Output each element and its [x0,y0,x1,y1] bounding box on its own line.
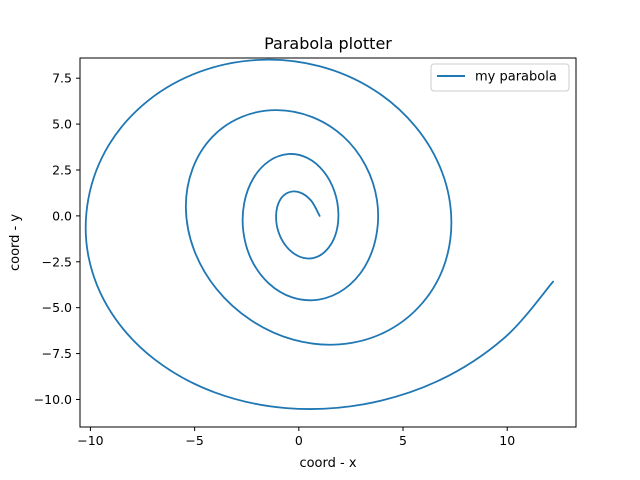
y-axis-label: coord - y [8,214,23,271]
y-tick-label: −5.0 [42,300,72,315]
x-tick-label: 5 [399,433,407,448]
x-tick-label: −10 [77,433,103,448]
chart-title: Parabola plotter [264,34,392,53]
y-axis: −10.0 −7.5 −5.0 −2.5 0.0 2.5 5.0 7.5 [34,71,80,407]
x-tick-label: 0 [295,433,303,448]
legend: my parabola [430,63,570,92]
y-tick-label: 5.0 [52,117,72,132]
y-tick-label: −2.5 [42,254,72,269]
x-tick-label: 10 [499,433,515,448]
x-axis: −10 −5 0 5 10 [77,427,515,448]
y-tick-label: 0.0 [52,208,72,223]
series-line-my-parabola [84,58,554,410]
legend-label: my parabola [475,70,557,85]
y-tick-label: −10.0 [34,392,72,407]
x-axis-label: coord - x [299,456,356,471]
legend-box [430,63,570,92]
x-tick-label: −5 [185,433,203,448]
y-tick-label: 2.5 [52,162,72,177]
y-tick-label: 7.5 [52,71,72,86]
y-tick-label: −7.5 [42,346,72,361]
plot-area-frame [79,57,577,428]
